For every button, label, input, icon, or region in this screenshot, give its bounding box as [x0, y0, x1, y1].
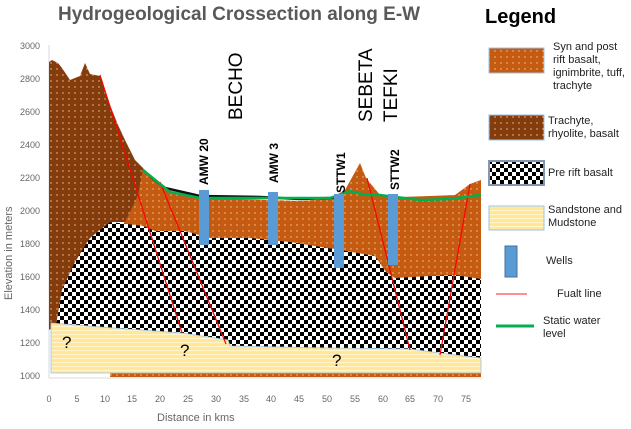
x-tick: 20 — [154, 394, 165, 404]
y-axis-label: Elevation in meters — [3, 206, 15, 300]
unknown-mark: ? — [180, 341, 190, 360]
x-tick: 0 — [46, 394, 52, 404]
x-tick: 10 — [99, 394, 110, 404]
x-tick: 30 — [210, 394, 221, 404]
y-tick: 2800 — [19, 74, 40, 84]
well-label: AMW 3 — [267, 143, 281, 183]
y-tick: 2600 — [19, 107, 40, 117]
legend-title: Legend — [485, 6, 557, 28]
legend-swatch-wells — [504, 245, 518, 278]
well-label: AMW 20 — [197, 138, 211, 185]
x-tick: 55 — [349, 394, 360, 404]
x-tick: 70 — [432, 394, 443, 404]
well-amw3 — [268, 192, 278, 245]
x-tick: 25 — [182, 394, 193, 404]
well-label: STTW2 — [388, 149, 402, 190]
static-water-level — [142, 169, 482, 202]
legend-swatch-pre-rift — [488, 160, 545, 186]
legend-label-trachyte: Trachyte, rhyolite, basalt — [548, 115, 619, 140]
y-tick: 3000 — [19, 41, 40, 51]
place-label-becho: BECHO — [226, 52, 247, 120]
x-tick: 45 — [293, 394, 304, 404]
x-tick: 35 — [238, 394, 249, 404]
legend-label-syn-rift: Syn and post rift basalt, ignimbrite, tu… — [553, 41, 625, 92]
pre-rift-basalt-layer — [51, 222, 481, 358]
x-tick: 40 — [265, 394, 276, 404]
y-tick: 1800 — [19, 239, 40, 249]
x-tick: 65 — [404, 394, 415, 404]
unknown-mark: ? — [332, 351, 342, 370]
x-tick: 75 — [460, 394, 471, 404]
unknown-mark: ? — [62, 333, 72, 352]
fault-line — [99, 74, 183, 334]
x-axis-label: Distance in kms — [157, 412, 235, 424]
well-sttw2 — [388, 194, 398, 265]
sandstone-layer — [50, 322, 482, 374]
x-tick: 50 — [321, 394, 332, 404]
well-sttw1 — [334, 194, 344, 268]
place-label-sebeta: SEBETA — [356, 48, 377, 122]
y-tick: 1200 — [19, 338, 40, 348]
well-amw20 — [199, 190, 209, 245]
x-tick: 5 — [74, 394, 80, 404]
y-tick: 1600 — [19, 272, 40, 282]
figure-title: Hydrogeological Crossection along E-W — [58, 4, 421, 25]
legend-label-sandstone: Sandstone and Mudstone — [548, 204, 623, 229]
legend-label-fault: Fualt line — [557, 288, 602, 300]
y-tick: 1400 — [19, 305, 40, 315]
y-tick: 2200 — [19, 173, 40, 183]
y-tick: 2000 — [19, 206, 40, 216]
x-tick: 15 — [126, 394, 137, 404]
well-label: STTW1 — [334, 152, 348, 193]
fault-line — [159, 181, 227, 345]
legend-label-water: Static water level — [543, 315, 601, 340]
fault-line — [439, 183, 471, 356]
y-tick: 1000 — [19, 371, 40, 381]
y-tick: 2400 — [19, 140, 40, 150]
legend-label-wells: Wells — [546, 255, 573, 267]
x-tick: 60 — [377, 394, 388, 404]
legend-label-pre-rift: Pre rift basalt — [548, 167, 613, 179]
legend-swatch-sandstone — [488, 205, 545, 231]
place-label-tefki: TEFKI — [381, 68, 402, 122]
